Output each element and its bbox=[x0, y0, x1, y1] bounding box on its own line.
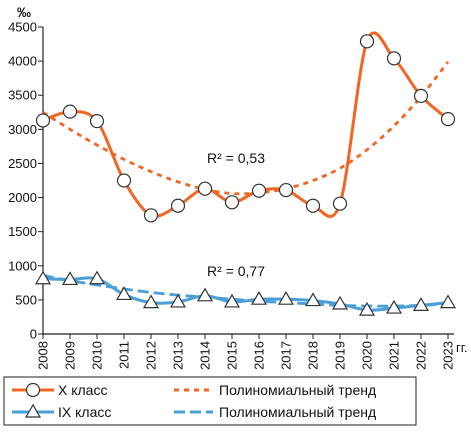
data-point-ix-class-2019 bbox=[331, 295, 349, 310]
data-point-x-class-2015 bbox=[224, 195, 240, 210]
x-tick-label: 2016 bbox=[252, 341, 267, 370]
data-point-ix-class-2016 bbox=[250, 291, 268, 305]
legend: X класс Полиномиальный тренд IX класс Полин… bbox=[3, 376, 417, 426]
data-point-x-class-2011 bbox=[116, 173, 132, 188]
legend-box bbox=[3, 376, 417, 426]
data-point-x-class-2008 bbox=[35, 113, 51, 128]
legend-series-label: IX класс bbox=[58, 404, 111, 420]
series-line-2 bbox=[42, 276, 449, 312]
data-point-ix-class-2021 bbox=[385, 299, 403, 314]
x-tick-label: 2017 bbox=[279, 341, 294, 370]
data-point-ix-class-2020 bbox=[358, 301, 376, 316]
data-point-x-class-2019 bbox=[332, 196, 348, 211]
x-tick-label: 2009 bbox=[63, 341, 78, 370]
data-point-x-class-2014 bbox=[197, 181, 213, 196]
data-point-ix-class-2017 bbox=[277, 291, 295, 305]
x-tick-label: 2018 bbox=[306, 341, 321, 370]
data-point-ix-class-2012 bbox=[142, 294, 160, 309]
data-point-ix-class-2010 bbox=[88, 270, 106, 285]
legend-series-label: X класс bbox=[58, 382, 107, 398]
trend-line-1 bbox=[42, 60, 450, 196]
data-point-x-class-2017 bbox=[278, 182, 294, 198]
data-point-x-class-2020 bbox=[359, 34, 375, 49]
x-unit-label: гг. bbox=[456, 340, 468, 355]
data-point-x-class-2010 bbox=[89, 114, 105, 129]
data-point-ix-class-2013 bbox=[169, 293, 187, 308]
x-tick-label: 2021 bbox=[387, 341, 402, 370]
trend-r2-label: R² = 0,53 bbox=[207, 150, 265, 166]
data-point-ix-class-2015 bbox=[223, 293, 241, 308]
legend-trend-label: Полиномиальный тренд bbox=[219, 382, 376, 398]
y-tick-label: 3000 bbox=[8, 122, 37, 137]
data-point-x-class-2016 bbox=[251, 183, 267, 198]
x-tick-label: 2008 bbox=[36, 341, 51, 370]
y-tick-label: 500 bbox=[15, 292, 37, 307]
y-tick-label: 1000 bbox=[8, 258, 37, 273]
data-point-x-class-2012 bbox=[143, 208, 159, 223]
data-point-x-class-2023 bbox=[440, 111, 456, 127]
y-tick-label: 1500 bbox=[8, 224, 37, 239]
data-point-ix-class-2008 bbox=[34, 270, 52, 285]
data-point-x-class-2022 bbox=[413, 88, 429, 104]
x-tick-label: 2015 bbox=[225, 341, 240, 370]
data-point-x-class-2009 bbox=[62, 104, 78, 119]
y-tick-label: 4500 bbox=[8, 20, 37, 35]
x-tick-label: 2011 bbox=[117, 341, 132, 369]
trend-r2-label: R² = 0,77 bbox=[207, 263, 265, 279]
x-tick-label: 2019 bbox=[333, 341, 348, 370]
data-point-x-class-2021 bbox=[386, 51, 402, 66]
y-unit-label: ‰ bbox=[17, 4, 31, 20]
data-point-ix-class-2014 bbox=[196, 287, 214, 302]
data-point-ix-class-2009 bbox=[61, 271, 79, 286]
y-tick-label: 2500 bbox=[8, 156, 37, 171]
y-tick-label: 0 bbox=[30, 327, 37, 342]
data-point-x-class-2018 bbox=[305, 198, 321, 213]
legend-triangle-marker bbox=[24, 403, 42, 418]
y-tick-label: 4000 bbox=[8, 54, 37, 69]
x-tick-label: 2023 bbox=[441, 341, 456, 370]
y-tick-label: 2000 bbox=[8, 190, 37, 205]
x-tick-label: 2020 bbox=[360, 341, 375, 370]
legend-trend-label: Полиномиальный тренд bbox=[219, 404, 376, 420]
x-tick-label: 2022 bbox=[414, 341, 429, 370]
x-tick-label: 2010 bbox=[90, 341, 105, 370]
markers-group bbox=[34, 34, 457, 316]
data-point-ix-class-2023 bbox=[439, 294, 457, 309]
legend-circle-marker bbox=[25, 382, 41, 398]
data-point-ix-class-2018 bbox=[304, 292, 322, 307]
data-point-ix-class-2022 bbox=[412, 297, 430, 311]
x-tick-label: 2014 bbox=[198, 341, 213, 370]
labels-group: 0 500 1000 1500 2000 2500 3000 3500 4000 4500‰ 200… bbox=[8, 4, 467, 370]
x-tick-label: 2012 bbox=[144, 341, 159, 370]
x-tick-label: 2013 bbox=[171, 341, 186, 370]
data-point-ix-class-2011 bbox=[115, 286, 133, 301]
data-point-x-class-2013 bbox=[170, 198, 186, 213]
y-tick-label: 3500 bbox=[8, 88, 37, 103]
